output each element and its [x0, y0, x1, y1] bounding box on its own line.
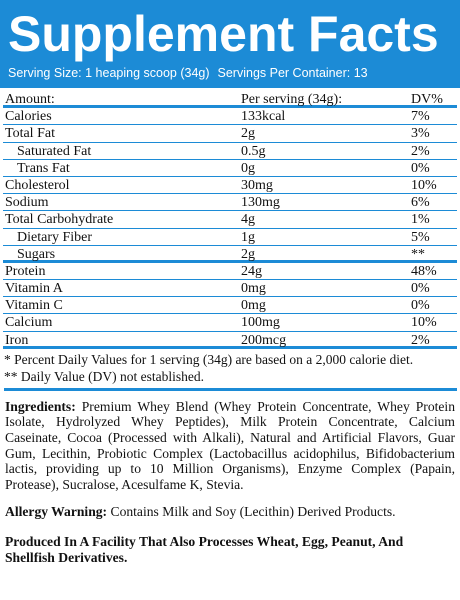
table-row: Sodium 130mg 6% [3, 194, 457, 212]
nutrient: Sodium [5, 195, 49, 211]
amount: 24g [241, 263, 262, 279]
daily-value: 7% [411, 109, 430, 125]
daily-value: 10% [411, 177, 437, 193]
nutrient: Trans Fat [17, 160, 70, 176]
nutrient: Iron [5, 332, 29, 348]
nutrient: Sugars [17, 246, 56, 262]
table-row: Calories 133kcal 7% [3, 108, 457, 126]
servings-per-container: Servings Per Container: 13 [217, 66, 368, 80]
amount: 200mcg [241, 332, 287, 348]
table-row: Calcium 100mg 10% [3, 314, 457, 332]
title: Supplement Facts [8, 6, 439, 62]
ingredients: Ingredients: Premium Whey Blend (Whey Pr… [5, 399, 455, 493]
daily-value: 3% [411, 126, 430, 142]
daily-value: 1% [411, 212, 430, 228]
daily-value: 10% [411, 315, 437, 331]
daily-value: 5% [411, 229, 430, 245]
daily-value: 2% [411, 143, 430, 159]
amount: 2g [241, 126, 255, 142]
amount: 2g [241, 246, 255, 262]
amount: 0mg [241, 298, 266, 314]
amount: 0mg [241, 281, 266, 297]
footnotes: * Percent Daily Values for 1 serving (34… [4, 351, 457, 391]
table-row: Iron 200mcg 2% [3, 332, 457, 349]
daily-value: 0% [411, 281, 430, 297]
column-header: Amount: [5, 92, 55, 107]
column-header: Per serving (34g): [241, 92, 343, 107]
nutrient: Vitamin C [5, 298, 63, 314]
nutrient: Saturated Fat [17, 143, 92, 159]
table-row: Trans Fat 0g 0% [3, 160, 457, 177]
nutrient: Vitamin A [5, 281, 63, 297]
table-row: Total Fat 2g 3% [3, 125, 457, 143]
amount: 133kcal [241, 109, 286, 125]
allergy-text: Contains Milk and Soy (Lecithin) Derived… [110, 504, 396, 520]
amount: 30mg [241, 177, 273, 193]
table-row: Vitamin C 0mg 0% [3, 297, 457, 315]
facts-table: Amount: Per serving (34g): DV% Calories 133k… [3, 91, 457, 349]
table-row: Cholesterol 30mg 10% [3, 177, 457, 195]
daily-value: 6% [411, 195, 430, 211]
ingredients-label: Ingredients: [5, 398, 76, 414]
footnote: ** Daily Value (DV) not established. [4, 368, 204, 384]
ingredients-text: Premium Whey Blend (Whey Protein Concent… [5, 398, 455, 492]
facility: Produced In A Facility That Also Process… [5, 533, 404, 565]
table-header-row: Amount: Per serving (34g): DV% [3, 91, 457, 109]
footnote: * Percent Daily Values for 1 serving (34… [4, 351, 414, 367]
daily-value: 48% [411, 263, 437, 279]
nutrient: Dietary Fiber [17, 229, 93, 245]
allergy-label: Allergy Warning: [5, 504, 108, 520]
serving-size: Serving Size: 1 heaping scoop (34g) [8, 66, 210, 80]
allergy: Allergy Warning: Contains Milk and Soy (… [5, 504, 455, 520]
table-row: Vitamin A 0mg 0% [3, 280, 457, 298]
amount: 100mg [241, 315, 280, 331]
nutrient: Total Carbohydrate [5, 212, 114, 228]
nutrient: Protein [5, 263, 46, 279]
amount: 130mg [241, 195, 280, 211]
nutrient: Calcium [5, 315, 53, 331]
nutrient: Total Fat [5, 126, 55, 142]
daily-value: 0% [411, 298, 430, 314]
nutrient: Calories [5, 109, 52, 125]
header: Supplement Facts Serving Size: 1 heaping… [0, 0, 460, 88]
amount: 4g [241, 212, 255, 228]
table-row: Protein 24g 48% [3, 263, 457, 281]
daily-value: 0% [411, 160, 430, 176]
amount: 0.5g [241, 143, 266, 159]
table-row: Saturated Fat 0.5g 2% [3, 143, 457, 160]
table-row: Dietary Fiber 1g 5% [3, 229, 457, 246]
table-row: Total Carbohydrate 4g 1% [3, 211, 457, 229]
daily-value: 2% [411, 332, 430, 348]
amount: 0g [241, 160, 255, 176]
daily-value: ** [411, 246, 425, 262]
column-header: DV% [411, 92, 443, 107]
nutrient: Cholesterol [5, 177, 70, 193]
serving-line: Serving Size: 1 heaping scoop (34g) Servi… [8, 66, 452, 80]
table-row: Sugars 2g ** [3, 246, 457, 263]
amount: 1g [241, 229, 255, 245]
